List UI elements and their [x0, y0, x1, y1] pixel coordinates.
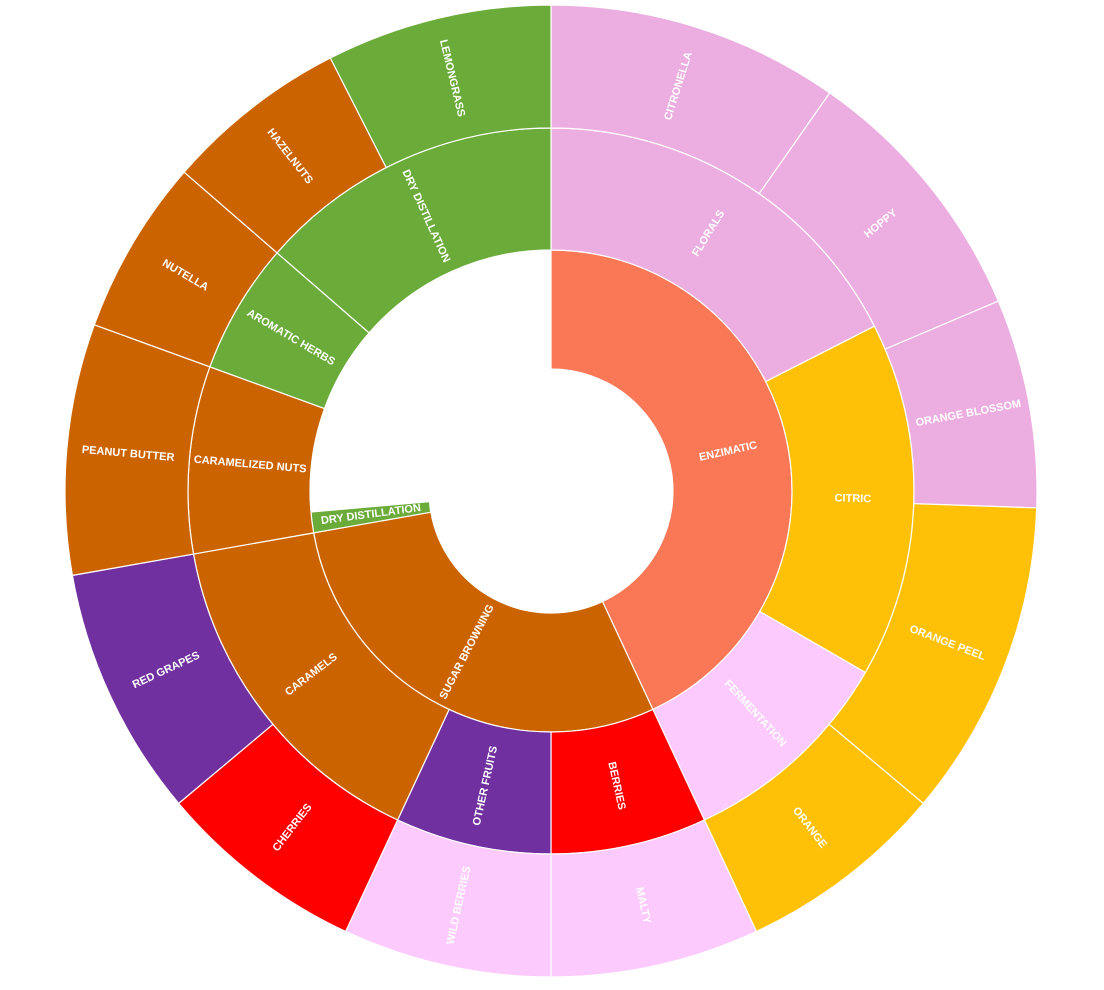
label-citric: CITRIC — [834, 492, 871, 505]
segment-lemongrass — [329, 4, 552, 169]
segments-layer — [64, 4, 1038, 978]
